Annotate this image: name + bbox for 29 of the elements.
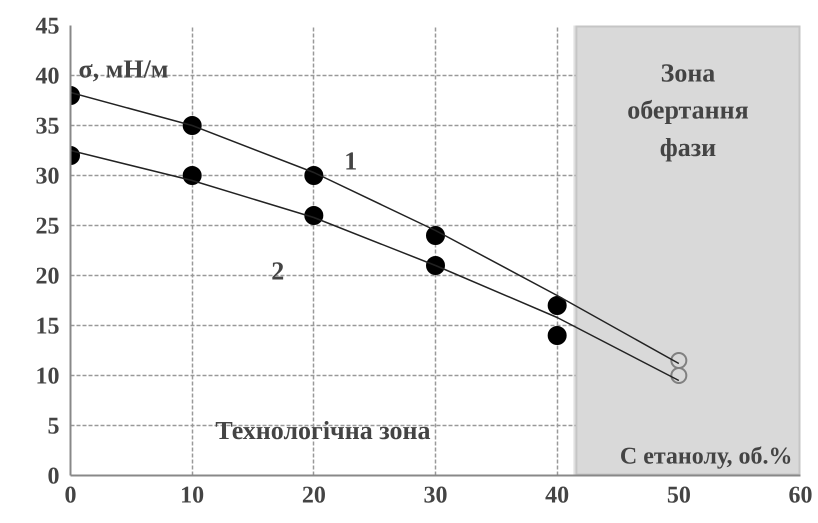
x-axis-title: C етанолу, об.% xyxy=(620,444,792,470)
x-tick-label: 30 xyxy=(424,482,448,508)
y-tick-label: 10 xyxy=(36,364,60,390)
x-tick-label: 50 xyxy=(666,482,691,508)
y-tick-label: 25 xyxy=(36,214,60,240)
point xyxy=(670,367,688,384)
y-tick-label: 20 xyxy=(36,264,60,290)
y-tick-label: 30 xyxy=(36,164,60,190)
point xyxy=(426,226,445,245)
y-axis-title: σ, мН/м xyxy=(78,54,169,84)
x-tick-label: 20 xyxy=(302,482,326,508)
y-tick-label: 5 xyxy=(48,414,60,440)
series-label: 1 xyxy=(344,146,358,176)
x-tick-label: 0 xyxy=(64,482,76,508)
annotation: Технологічна зона xyxy=(215,416,430,445)
band-label: Зона обертання фази xyxy=(627,58,749,162)
point xyxy=(548,296,567,315)
point xyxy=(670,352,688,369)
x-tick-label: 60 xyxy=(788,482,812,508)
x-tick-label: 40 xyxy=(545,482,570,508)
point xyxy=(182,166,202,185)
x-tick-label: 10 xyxy=(180,482,204,508)
y-tick-label: 15 xyxy=(36,314,60,340)
y-tick-label: 45 xyxy=(36,14,60,40)
y-tick-label: 0 xyxy=(48,464,60,490)
y-tick-label: 40 xyxy=(36,64,60,90)
point xyxy=(548,326,567,345)
y-tick-label: 35 xyxy=(36,114,60,140)
series-label: 2 xyxy=(271,256,284,286)
